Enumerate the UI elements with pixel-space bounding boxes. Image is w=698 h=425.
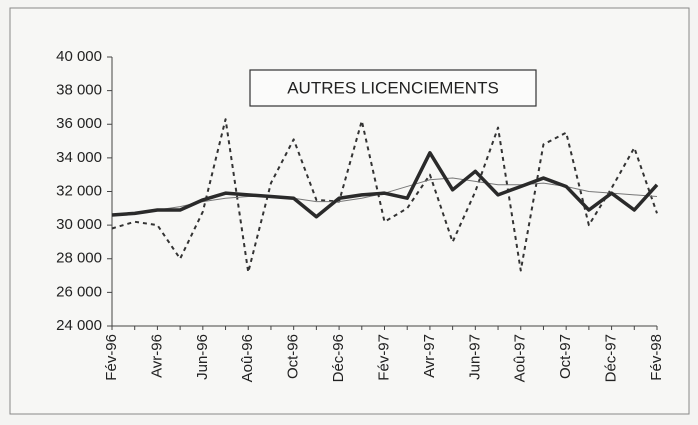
x-tick-label: Oct-97 [557,334,574,379]
x-tick-label: Avr-96 [148,334,165,378]
x-tick-label: Déc-96 [330,334,347,382]
x-tick-label: Aoû-97 [512,334,529,382]
x-tick-label: Fév-98 [648,334,665,381]
chart-title: AUTRES LICENCIEMENTS [287,78,499,97]
y-tick-label: 24 000 [56,317,102,334]
x-tick-label: Fév-96 [103,334,120,381]
x-tick-label: Jun-96 [194,334,211,380]
y-tick-label: 36 000 [56,115,102,132]
x-tick-label: Aoû-96 [239,334,256,382]
x-tick-label: Déc-97 [603,334,620,382]
title-box [249,69,537,107]
y-tick-label: 38 000 [56,82,102,99]
x-tick-label: Fév-97 [375,334,392,381]
y-tick-label: 32 000 [56,182,102,199]
y-tick-label: 40 000 [56,48,102,65]
y-tick-label: 30 000 [56,216,102,233]
y-tick-label: 26 000 [56,283,102,300]
y-tick-label: 28 000 [56,250,102,267]
x-tick-label: Avr-97 [421,334,438,378]
x-tick-label: Oct-96 [285,334,302,379]
x-tick-label: Jun-97 [466,334,483,380]
data-line [111,151,659,219]
data-line [111,118,658,274]
y-tick-label: 34 000 [56,149,102,166]
